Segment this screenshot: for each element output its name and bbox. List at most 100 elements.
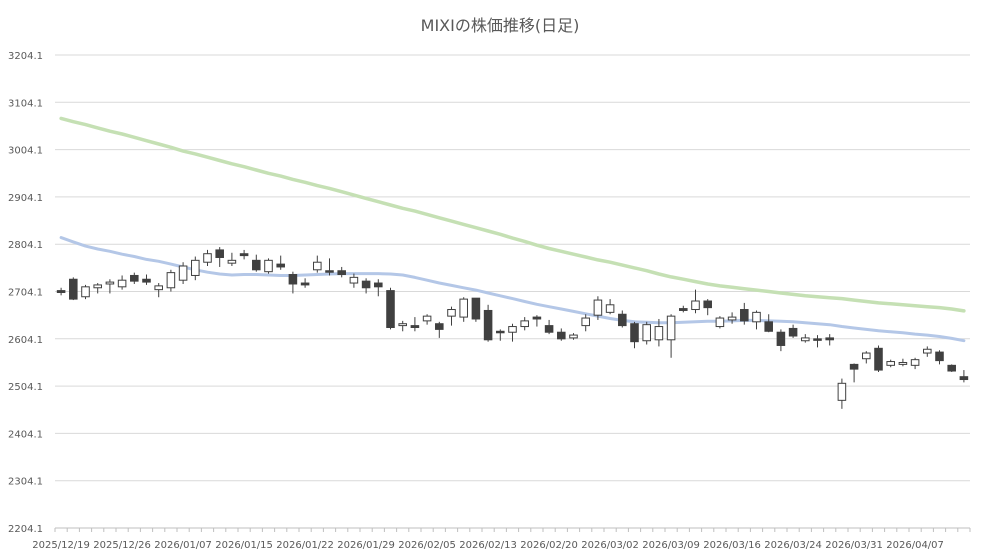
candle-body	[166, 272, 176, 289]
candle-body	[776, 331, 786, 346]
candle-body	[740, 309, 749, 322]
y-tick-label: 2904.1	[8, 193, 43, 204]
candle-body	[703, 300, 712, 309]
candle-body	[410, 325, 420, 328]
x-tick-label: 2026/03/16	[703, 540, 761, 551]
candle-body	[325, 270, 334, 273]
y-tick-label: 2704.1	[8, 288, 43, 299]
candle-body	[764, 321, 773, 332]
candle-body	[825, 337, 834, 341]
candle-body	[142, 278, 151, 283]
candle-body	[422, 315, 432, 322]
x-tick-label: 2026/03/02	[581, 540, 639, 551]
x-tick-label: 2025/12/19	[32, 540, 90, 551]
candle-body	[361, 280, 371, 289]
candle-body	[105, 281, 115, 285]
candle-body	[154, 285, 163, 291]
candle-body	[386, 290, 395, 328]
candle-body	[715, 317, 725, 328]
candle-body	[813, 338, 822, 341]
x-tick-label: 2026/03/31	[825, 540, 883, 551]
x-tick-label: 2026/01/15	[215, 540, 273, 551]
y-tick-label: 2204.1	[8, 524, 43, 535]
candle-body	[898, 361, 908, 365]
candle-body	[264, 259, 273, 273]
x-tick-label: 2026/02/05	[398, 540, 456, 551]
candle-body	[849, 363, 859, 370]
candle-body	[117, 279, 127, 288]
x-tick-label: 2026/03/24	[764, 540, 822, 551]
candle-body	[203, 253, 212, 263]
chart-title: MIXIの株価推移(日足)	[420, 16, 580, 35]
candle-body	[654, 326, 664, 341]
candle-body	[56, 290, 66, 293]
x-tick-label: 2026/02/20	[520, 540, 578, 551]
candle-body	[483, 309, 493, 341]
candle-body	[227, 259, 237, 264]
candle-body	[923, 348, 932, 354]
candle-body	[520, 320, 529, 328]
candle-body	[398, 323, 407, 327]
candle-body	[288, 274, 298, 285]
candle-body	[252, 259, 261, 271]
candle-body	[349, 276, 359, 284]
y-tick-label: 3004.1	[8, 146, 43, 157]
x-tick-label: 2026/01/22	[276, 540, 334, 551]
candle-body	[93, 284, 102, 289]
candle-body	[532, 316, 542, 320]
candle-body	[691, 300, 700, 311]
candle-body	[374, 282, 383, 288]
candle-body	[910, 359, 920, 366]
y-tick-label: 3104.1	[8, 98, 43, 109]
candle-body	[435, 323, 444, 330]
candle-body	[605, 304, 615, 313]
candle-body	[337, 270, 346, 276]
candle-body	[300, 282, 310, 286]
y-tick-label: 2404.1	[8, 429, 43, 440]
candle-body	[544, 325, 554, 333]
candle-body	[508, 326, 517, 333]
candle-body	[618, 313, 627, 327]
candle-body	[69, 278, 78, 300]
candle-body	[471, 297, 481, 320]
candle-body	[276, 263, 285, 268]
y-tick-label: 2304.1	[8, 477, 43, 488]
y-tick-label: 2504.1	[8, 382, 43, 393]
candle-body	[459, 298, 468, 318]
x-tick-label: 2026/01/07	[154, 540, 212, 551]
candle-body	[215, 249, 224, 258]
candle-body	[666, 315, 676, 341]
candle-body	[947, 364, 956, 372]
candle-body	[313, 261, 322, 271]
candle-body	[81, 286, 90, 298]
x-tick-label: 2026/04/07	[886, 540, 944, 551]
candle-body	[727, 316, 737, 321]
candle-body	[496, 330, 505, 334]
series-line-short	[59, 236, 966, 343]
candle-body	[239, 253, 249, 257]
candle-body	[801, 337, 810, 342]
y-tick-label: 2604.1	[8, 335, 43, 346]
candle-body	[642, 324, 651, 342]
x-tick-label: 2026/01/29	[337, 540, 395, 551]
y-tick-label: 2804.1	[8, 240, 43, 251]
x-tick-label: 2026/03/09	[642, 540, 700, 551]
candle-body	[630, 323, 639, 343]
candle-body	[191, 259, 200, 276]
x-tick-label: 2026/02/13	[459, 540, 517, 551]
candle-body	[569, 334, 578, 339]
candle-body	[959, 376, 969, 381]
candle-body	[837, 382, 847, 401]
series-line-long	[59, 116, 966, 313]
candle-body	[679, 308, 688, 311]
candle-body	[593, 299, 603, 316]
x-tick-label: 2025/12/26	[93, 540, 151, 551]
candle-body	[178, 265, 188, 281]
candle-body	[874, 347, 883, 371]
candle-body	[788, 327, 798, 337]
candle-body	[130, 274, 139, 282]
candle-body	[557, 331, 566, 340]
y-tick-label: 3204.1	[8, 51, 43, 62]
